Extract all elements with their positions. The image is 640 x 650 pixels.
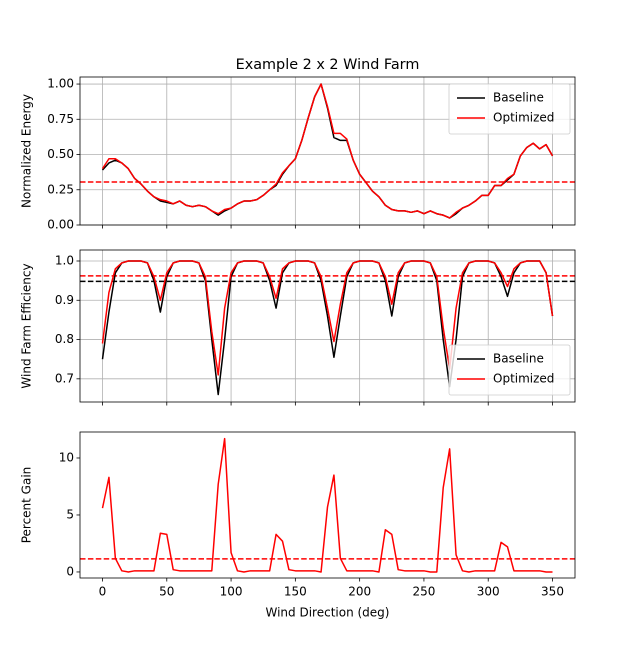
x-tick-label: 200 xyxy=(348,585,371,599)
x-axis-label: Wind Direction (deg) xyxy=(266,606,390,620)
y-axis-label: Percent Gain xyxy=(20,467,34,544)
x-tick-label: 100 xyxy=(220,585,243,599)
y-tick-label: 0.7 xyxy=(55,371,74,385)
axes-frame xyxy=(79,76,576,226)
legend-box xyxy=(448,344,571,396)
data-line xyxy=(101,437,553,573)
x-tick-label: 250 xyxy=(412,585,435,599)
y-tick-label: 0.8 xyxy=(55,332,74,346)
y-tick-label: 0.25 xyxy=(47,182,74,196)
x-tick-label: 300 xyxy=(477,585,500,599)
legend-label: Optimized xyxy=(493,372,554,386)
y-tick-label: 0.9 xyxy=(55,293,74,307)
x-tick-label: 0 xyxy=(99,585,107,599)
data-line xyxy=(101,83,554,219)
y-axis-label: Normalized Energy xyxy=(20,94,34,208)
y-tick-label: 0.00 xyxy=(47,218,74,232)
y-tick-label: 1.0 xyxy=(55,253,74,267)
x-tick-label: 350 xyxy=(541,585,564,599)
chart-title: Example 2 x 2 Wind Farm xyxy=(236,57,420,73)
y-tick-label: 1.00 xyxy=(47,77,74,91)
y-tick-label: 0.50 xyxy=(47,147,74,161)
axes-frame xyxy=(79,249,576,403)
y-tick-label: 5 xyxy=(66,507,74,521)
legend-label: Baseline xyxy=(493,91,544,105)
axes-frame xyxy=(79,431,576,579)
x-tick-label: 50 xyxy=(159,585,174,599)
legend-label: Baseline xyxy=(493,352,544,366)
x-tick-label: 150 xyxy=(284,585,307,599)
y-axis-label: Wind Farm Efficiency xyxy=(20,263,34,388)
legend-label: Optimized xyxy=(493,111,554,125)
legend-box xyxy=(448,83,571,135)
y-tick-label: 10 xyxy=(59,450,74,464)
y-tick-label: 0 xyxy=(66,564,74,578)
y-tick-label: 0.75 xyxy=(47,112,74,126)
data-line xyxy=(101,260,554,376)
